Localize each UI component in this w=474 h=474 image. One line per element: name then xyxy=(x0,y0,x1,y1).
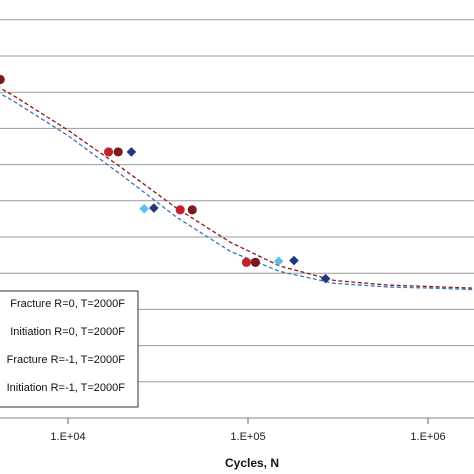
x-axis-ticks: 1.E+04 1.E+05 1.E+06 xyxy=(50,418,446,443)
data-point xyxy=(0,74,5,85)
data-point xyxy=(113,147,123,157)
trendline xyxy=(0,92,474,291)
data-point xyxy=(103,147,114,157)
data-point xyxy=(250,257,261,267)
legend-label: Fracture R=0, T=2000F xyxy=(10,298,125,310)
x-tick-label: 1.E+06 xyxy=(410,431,445,443)
data-point xyxy=(273,256,284,267)
data-point xyxy=(187,205,197,215)
data-point xyxy=(289,255,299,266)
legend: Fracture R=0, T=2000F Initiation R=0, T=2… xyxy=(0,290,139,408)
trendline xyxy=(0,87,474,289)
data-point xyxy=(320,273,331,284)
x-tick-label: 1.E+05 xyxy=(230,431,265,443)
data-point xyxy=(149,203,159,213)
trendlines xyxy=(0,87,474,291)
data-points xyxy=(0,74,331,284)
legend-label: Fracture R=-1, T=2000F xyxy=(7,354,126,366)
legend-label: Initiation R=-1, T=2000F xyxy=(7,382,126,394)
data-point xyxy=(241,257,252,267)
data-point xyxy=(139,203,149,214)
x-axis-label: Cycles, N xyxy=(225,456,279,470)
x-tick-label: 1.E+04 xyxy=(50,431,85,443)
data-point xyxy=(126,147,137,157)
legend-box xyxy=(0,290,139,408)
legend-label: Initiation R=0, T=2000F xyxy=(10,326,125,338)
data-point xyxy=(175,205,185,215)
